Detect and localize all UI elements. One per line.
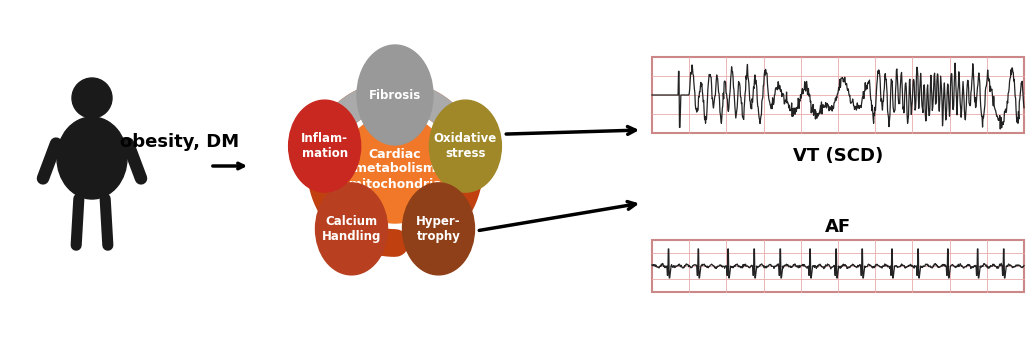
Text: VT (SCD): VT (SCD)	[793, 147, 883, 165]
Circle shape	[341, 115, 449, 223]
Ellipse shape	[57, 117, 127, 199]
FancyArrowPatch shape	[106, 199, 108, 245]
Bar	[652, 57, 1024, 133]
Circle shape	[71, 78, 112, 118]
Text: AF: AF	[825, 218, 851, 236]
Ellipse shape	[357, 45, 433, 145]
Bar	[652, 240, 1024, 292]
Text: Cardiac
metabolism
mitochondria: Cardiac metabolism mitochondria	[349, 147, 441, 191]
Text: Fibrosis: Fibrosis	[369, 89, 421, 101]
Text: obesity, DM: obesity, DM	[120, 133, 239, 151]
Ellipse shape	[289, 100, 361, 192]
Text: Calcium
Handling: Calcium Handling	[322, 215, 381, 243]
FancyArrowPatch shape	[42, 144, 56, 178]
Text: Oxidative
stress: Oxidative stress	[434, 132, 497, 160]
Text: Hyper-
trophy: Hyper- trophy	[416, 215, 461, 243]
Ellipse shape	[403, 183, 474, 275]
FancyArrowPatch shape	[77, 199, 79, 245]
FancyArrowPatch shape	[128, 144, 141, 178]
Ellipse shape	[429, 100, 501, 192]
Ellipse shape	[316, 183, 387, 275]
Text: Inflam-
mation: Inflam- mation	[301, 132, 348, 160]
